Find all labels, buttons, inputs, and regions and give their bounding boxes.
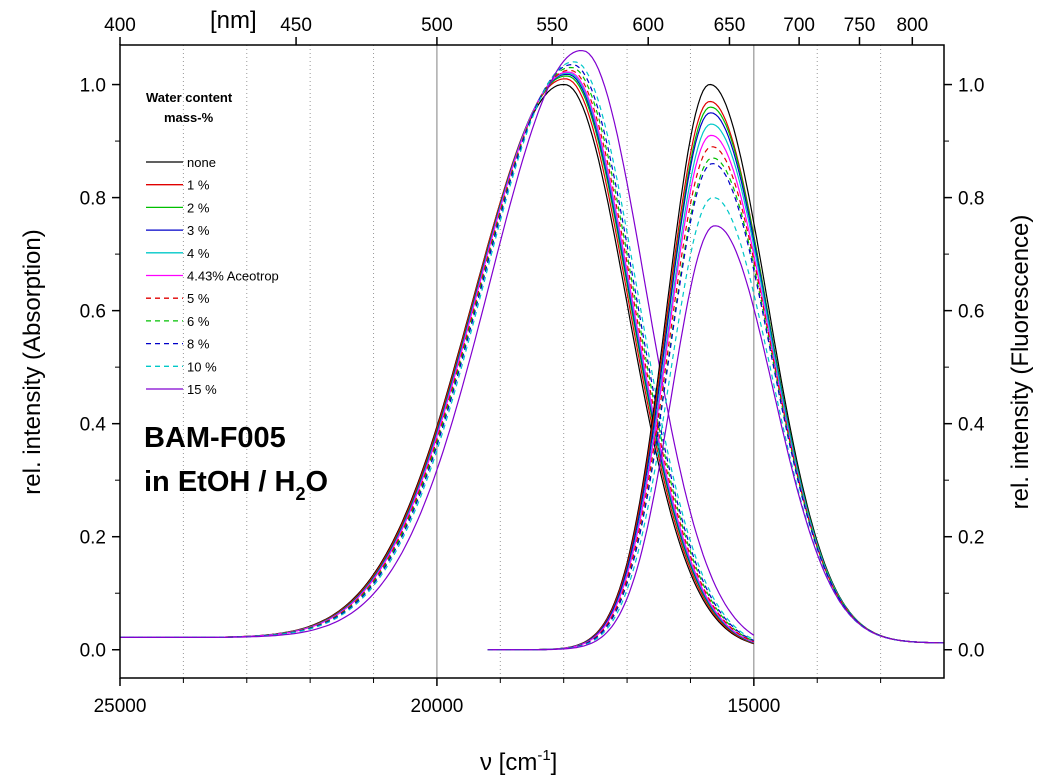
legend-label-9: 10 % xyxy=(187,359,217,374)
y-left-tick-label-5: 1.0 xyxy=(80,76,106,97)
top-tick-label-5: 650 xyxy=(714,15,746,36)
y-axis-right-title: rel. intensity (Fluorescence) xyxy=(1007,215,1034,510)
x-tick-label-0: 25000 xyxy=(94,696,147,717)
y-right-tick-label-2: 0.4 xyxy=(958,415,985,436)
annotation-line2-prefix: in EtOH / H xyxy=(144,466,295,498)
y-right-tick-label-1: 0.2 xyxy=(958,528,984,549)
fluorescence-line-6 xyxy=(487,146,945,651)
annotation-line1: BAM-F005 xyxy=(144,422,286,454)
absorption-series-group xyxy=(120,49,755,645)
x-axis-title-sup: -1 xyxy=(537,747,550,764)
legend-label-3: 3 % xyxy=(187,223,210,238)
legend: Water content mass-% none 1 % 2 % 3 % 4 % 4.4… xyxy=(146,90,279,397)
y-axis-left-title: rel. intensity (Absorption) xyxy=(19,229,46,494)
absorption-line-9 xyxy=(120,61,755,641)
y-right-tick-label-5: 1.0 xyxy=(958,76,984,97)
legend-label-5: 4.43% Aceotrop xyxy=(187,269,279,284)
absorption-line-6 xyxy=(120,69,755,643)
fluorescence-line-7 xyxy=(487,157,945,651)
absorption-line-7 xyxy=(120,66,755,642)
annotation-line2: in EtOH / H2O xyxy=(144,466,328,504)
legend-label-8: 8 % xyxy=(187,337,210,352)
legend-entries: none 1 % 2 % 3 % 4 % 4.43% Aceotrop 5 % 6 % 8 % 1… xyxy=(146,155,279,397)
y-left-tick-label-0: 0.0 xyxy=(80,641,106,662)
top-tick-label-1: 450 xyxy=(280,15,312,36)
y-left-tick-label-3: 0.6 xyxy=(80,302,106,323)
x-axis-title: ν [cm-1] xyxy=(480,747,557,776)
fluorescence-line-4 xyxy=(487,123,945,651)
x-tick-label-1: 20000 xyxy=(411,696,464,717)
legend-label-4: 4 % xyxy=(187,246,210,261)
top-tick-label-3: 550 xyxy=(536,15,568,36)
legend-label-10: 15 % xyxy=(187,382,217,397)
absorption-line-8 xyxy=(120,64,755,642)
legend-label-2: 2 % xyxy=(187,200,210,215)
top-axis-unit: [nm] xyxy=(210,7,257,34)
annotation-line2-sub: 2 xyxy=(295,484,305,504)
sample-annotation: BAM-F005 in EtOH / H2O xyxy=(144,422,328,504)
plot-frame xyxy=(119,44,945,679)
top-tick-label-4: 600 xyxy=(632,15,664,36)
legend-title-line1: Water content xyxy=(146,90,233,105)
axis-ticks xyxy=(112,37,952,686)
fluorescence-line-9 xyxy=(487,196,945,651)
y-right-tick-label-0: 0.0 xyxy=(958,641,984,662)
fluorescence-line-5 xyxy=(487,134,945,651)
x-axis-title-main: ν [cm xyxy=(480,749,537,776)
y-left-tick-label-2: 0.4 xyxy=(80,415,107,436)
fluorescence-line-0 xyxy=(487,83,945,651)
y-right-tick-label-3: 0.6 xyxy=(958,302,984,323)
legend-label-6: 5 % xyxy=(187,291,210,306)
top-tick-label-0: 400 xyxy=(104,15,136,36)
fluorescence-line-2 xyxy=(487,106,945,651)
y-left-tick-label-1: 0.2 xyxy=(80,528,106,549)
fluorescence-line-10 xyxy=(487,225,945,651)
legend-title-line2: mass-% xyxy=(164,110,214,125)
legend-label-0: none xyxy=(187,155,216,170)
legend-label-1: 1 % xyxy=(187,178,210,193)
axis-tick-labels: 25000 20000 15000 0.0 0.0 0.2 0.2 0.4 0.4 0.6 0.6 0… xyxy=(80,15,985,717)
top-tick-label-7: 750 xyxy=(844,15,876,36)
x-axis-title-close: ] xyxy=(551,749,558,776)
x-tick-label-2: 15000 xyxy=(727,696,780,717)
top-tick-label-2: 500 xyxy=(421,15,453,36)
grid-lines xyxy=(182,45,882,678)
y-right-tick-label-4: 0.8 xyxy=(958,189,984,210)
fluorescence-line-8 xyxy=(487,162,945,651)
fluorescence-line-1 xyxy=(487,100,945,651)
legend-label-7: 6 % xyxy=(187,314,210,329)
top-tick-label-6: 700 xyxy=(783,15,815,36)
annotation-line2-suffix: O xyxy=(305,466,328,498)
fluorescence-line-3 xyxy=(487,112,945,651)
y-left-tick-label-4: 0.8 xyxy=(80,189,106,210)
fluorescence-series-group xyxy=(487,83,945,651)
absorption-line-10 xyxy=(120,49,755,638)
top-tick-label-8: 800 xyxy=(896,15,928,36)
